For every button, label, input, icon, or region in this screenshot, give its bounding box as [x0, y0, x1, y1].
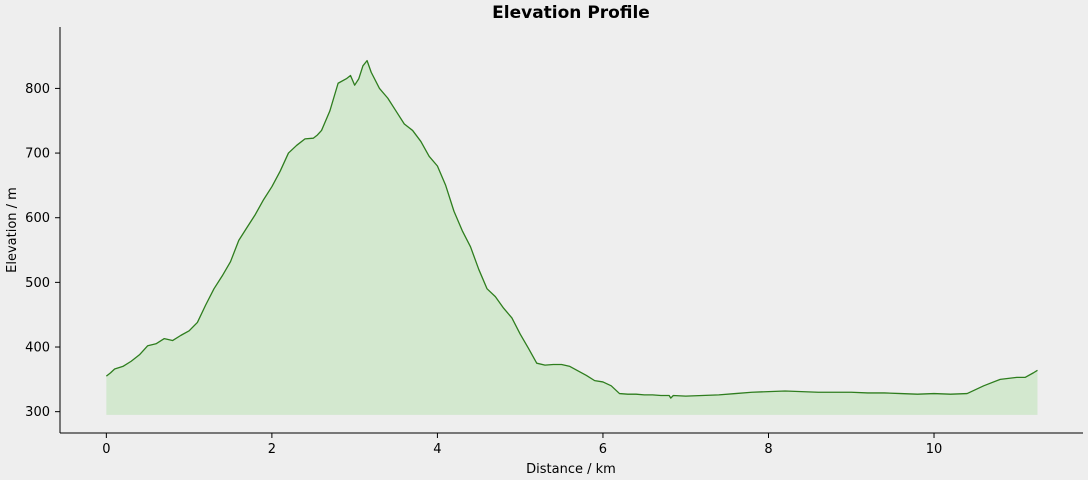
y-tick-label: 800	[25, 82, 50, 97]
x-ticks: 0 2 4 6 8 10	[102, 433, 942, 457]
x-axis-label: Distance / km	[526, 462, 616, 477]
y-tick-label: 600	[25, 211, 50, 226]
y-axis-label: Elevation / m	[5, 187, 20, 273]
y-tick-label: 400	[25, 341, 50, 356]
elevation-line	[105, 59, 1038, 399]
y-tick-label: 700	[25, 147, 50, 162]
x-tick-label: 6	[599, 442, 607, 457]
y-tick-label: 500	[25, 276, 50, 291]
elevation-area-fill	[106, 60, 1038, 415]
chart-title: Elevation Profile	[492, 3, 650, 23]
x-tick-label: 8	[764, 442, 772, 457]
x-tick-label: 2	[268, 442, 276, 457]
y-ticks: 300 400 500 600 700 800	[25, 82, 60, 420]
x-tick-label: 4	[433, 442, 441, 457]
x-tick-label: 0	[102, 442, 110, 457]
plot-area	[105, 59, 1038, 415]
x-tick-label: 10	[926, 442, 943, 457]
y-tick-label: 300	[25, 405, 50, 420]
